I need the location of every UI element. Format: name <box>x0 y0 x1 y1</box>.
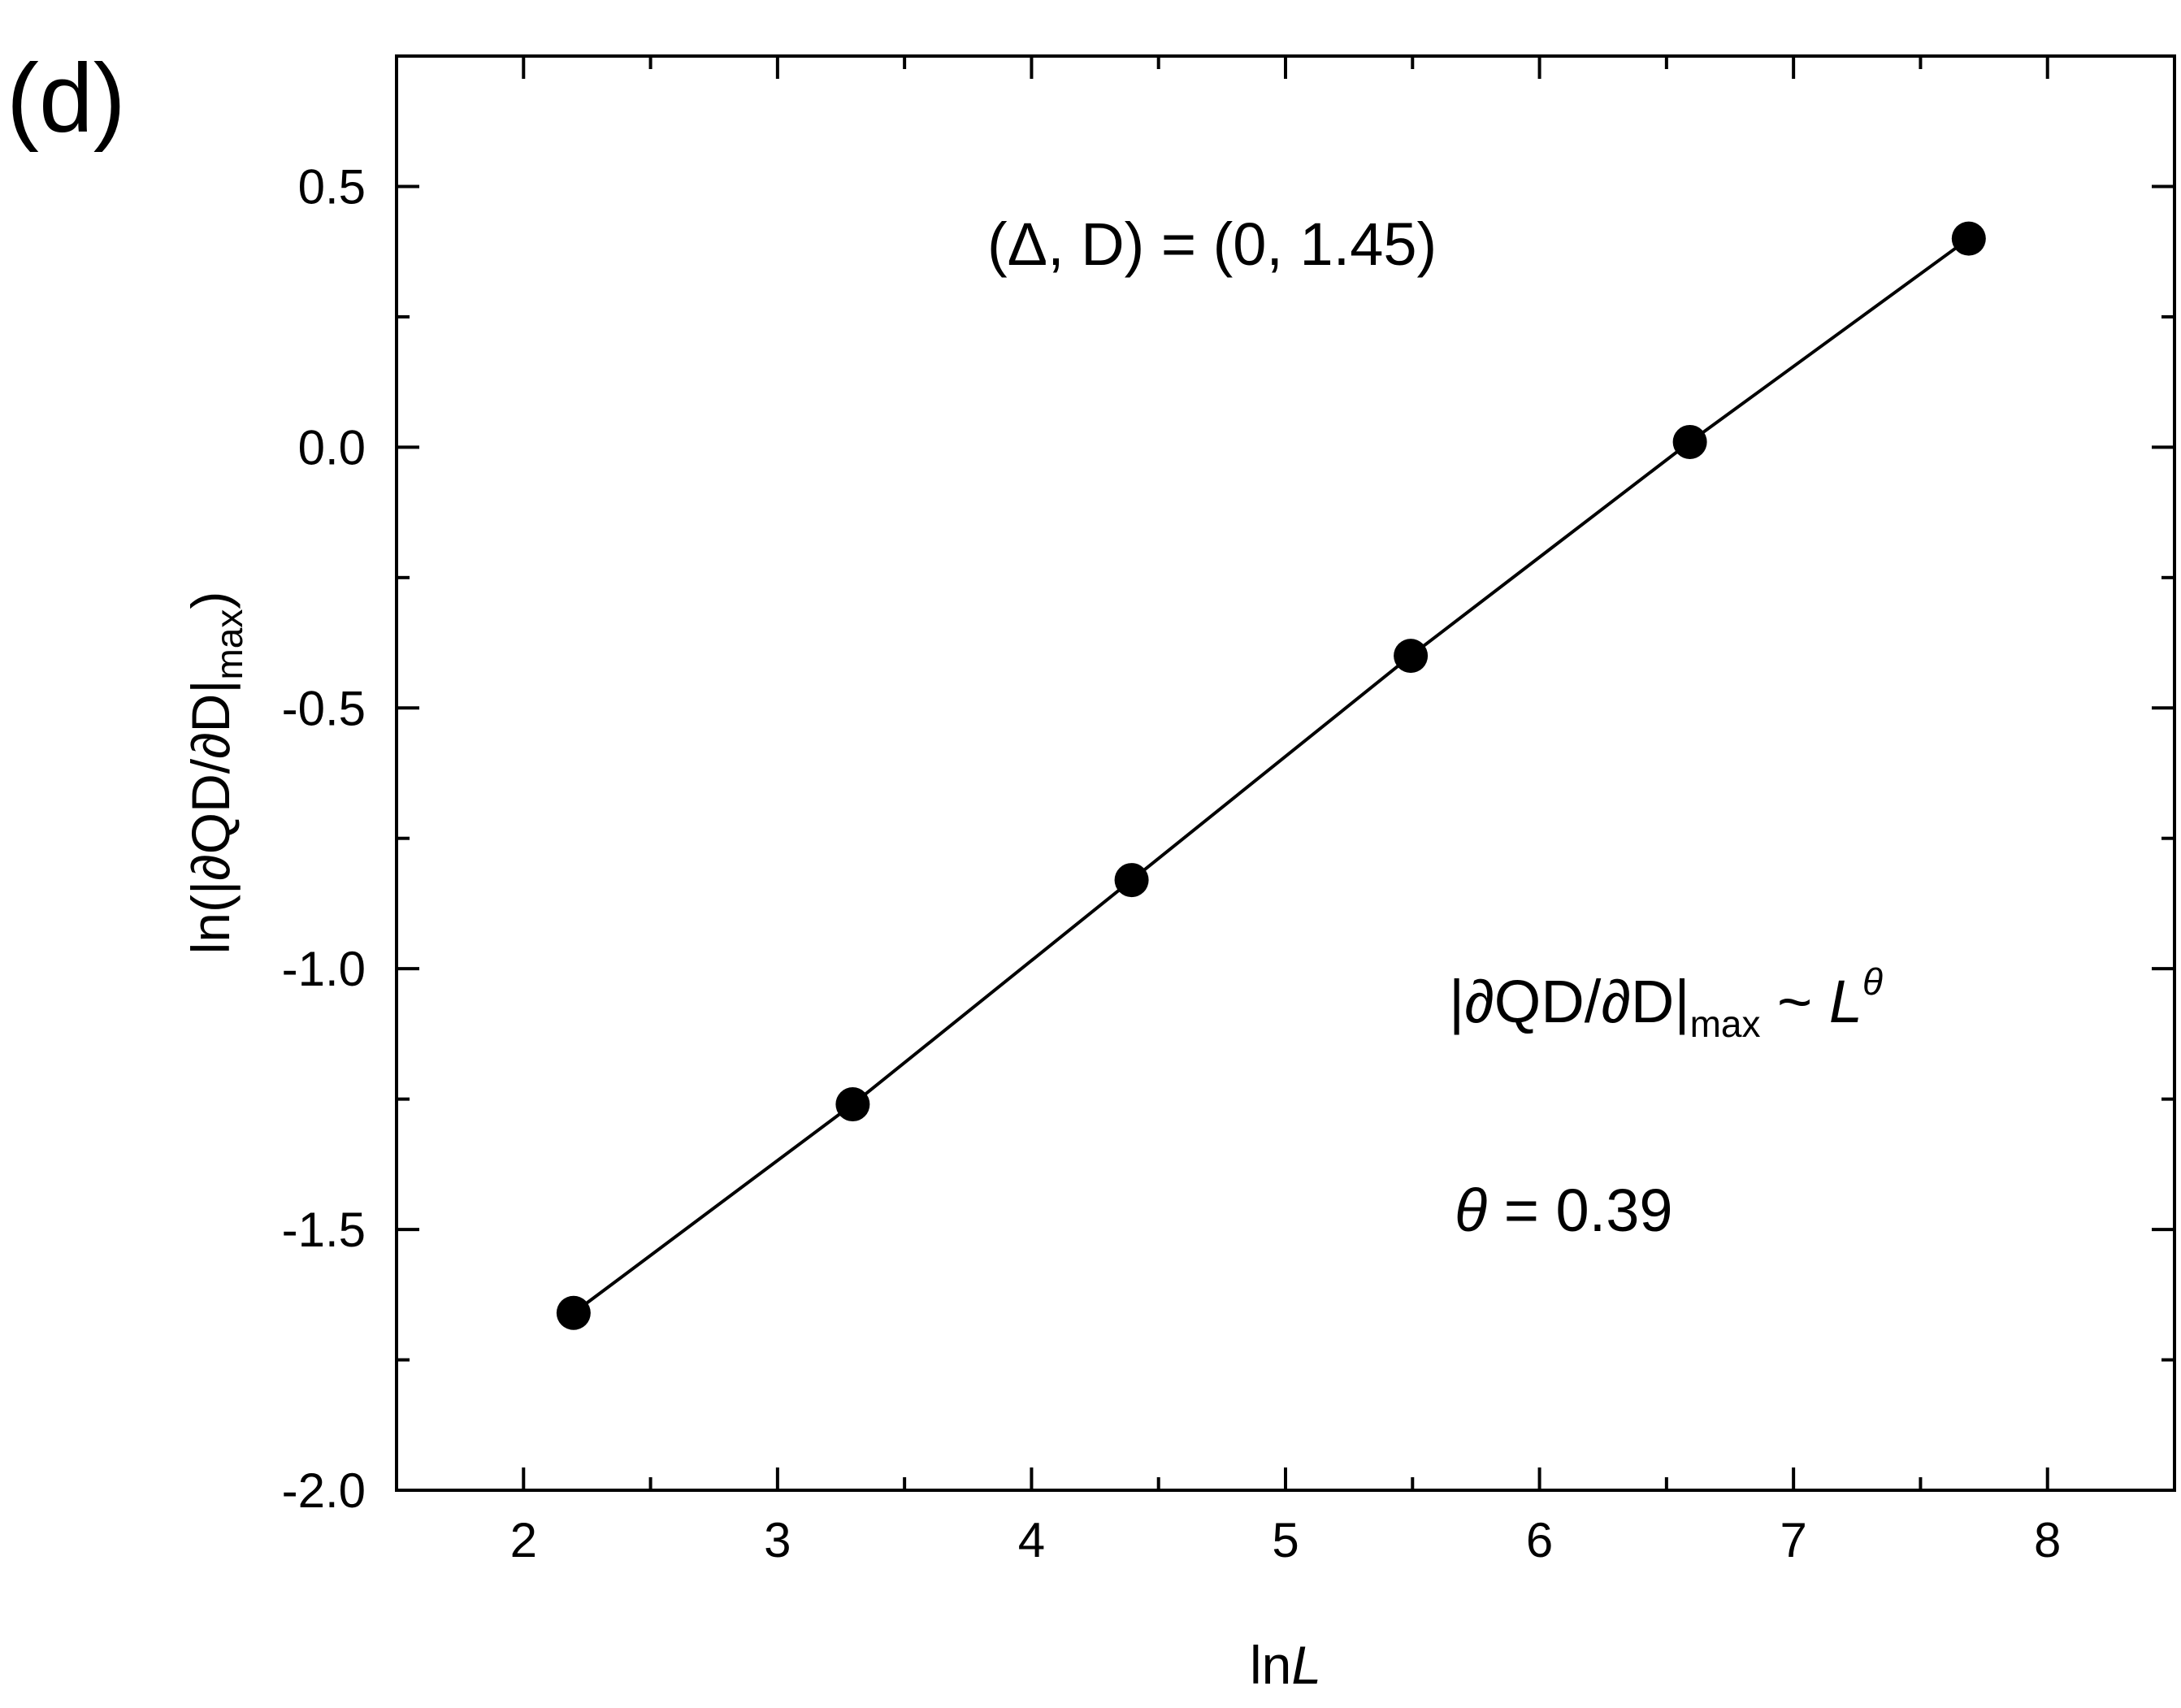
scaling-sub: max <box>1690 1003 1761 1045</box>
y-tick-label: -1.5 <box>282 1203 366 1257</box>
x-tick-label: 2 <box>510 1513 537 1567</box>
y-tick-label: -1.0 <box>282 942 366 996</box>
theta-symbol: θ <box>1455 1177 1487 1244</box>
x-tick-label: 5 <box>1272 1513 1299 1567</box>
scaling-exp: θ <box>1862 960 1883 1003</box>
data-point <box>556 1295 591 1330</box>
scaling-tilde: ~ <box>1760 968 1828 1035</box>
theta-value: = 0.39 <box>1487 1177 1672 1244</box>
x-tick-labels: 2 3 4 5 6 7 8 <box>510 1513 2062 1567</box>
x-tick-label: 3 <box>764 1513 791 1567</box>
series-line <box>572 237 1970 1315</box>
params-annotation: (Δ, D) = (0, 1.45) <box>987 210 1437 278</box>
y-axis-title-close: ) <box>180 592 241 609</box>
x-tick-label: 6 <box>1526 1513 1553 1567</box>
x-tick-label: 7 <box>1780 1513 1806 1567</box>
x-axis-title: lnL <box>1250 1635 1321 1695</box>
data-point <box>1394 639 1429 674</box>
x-axis-title-var: L <box>1291 1635 1321 1695</box>
data-point <box>835 1087 870 1122</box>
data-point <box>1951 221 1986 256</box>
theta-annotation: θ = 0.39 <box>1455 1177 1673 1244</box>
y-tick-labels: 0.5 0.0 -0.5 -1.0 -1.5 -2.0 <box>282 159 366 1518</box>
data-point <box>1114 863 1149 898</box>
y-tick-label: -0.5 <box>282 681 366 735</box>
y-tick-label: -2.0 <box>282 1463 366 1518</box>
scaling-annotation: |∂QD/∂D|max ~ Lθ <box>1449 960 1883 1045</box>
scaling-main: |∂QD/∂D| <box>1449 968 1690 1035</box>
scaling-L: L <box>1829 968 1862 1035</box>
y-axis-title: ln(|∂QD/∂D|max) <box>180 592 250 955</box>
data-points <box>556 221 1986 1330</box>
x-tick-label: 8 <box>2034 1513 2061 1567</box>
panel-label: (d) <box>7 44 126 153</box>
x-axis-title-prefix: ln <box>1250 1635 1291 1695</box>
data-point <box>1672 424 1707 459</box>
y-axis-title-main: ln(|∂QD/∂D| <box>180 680 241 955</box>
y-tick-label: 0.0 <box>298 420 366 475</box>
y-axis-title-sub: max <box>208 609 250 680</box>
x-tick-label: 4 <box>1018 1513 1045 1567</box>
y-tick-label: 0.5 <box>298 159 366 214</box>
axis-ticks <box>397 56 2174 1492</box>
